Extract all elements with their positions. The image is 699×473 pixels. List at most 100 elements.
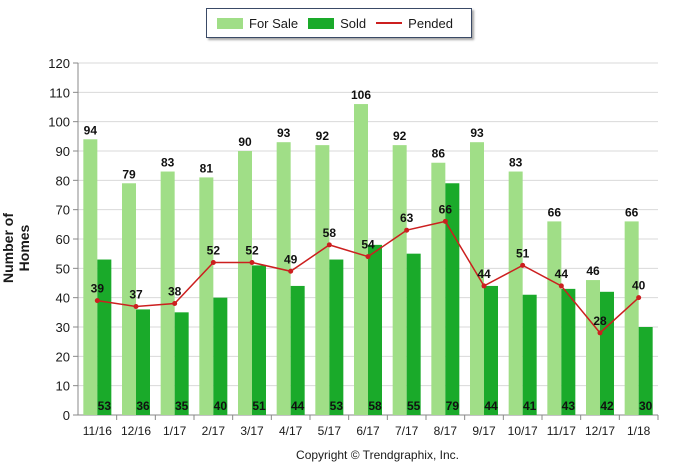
bar-for-sale <box>83 139 98 415</box>
y-tick-label: 50 <box>56 261 70 276</box>
sold-value-label: 51 <box>252 399 266 413</box>
for-sale-value-label: 66 <box>625 205 639 219</box>
legend-label-for-sale: For Sale <box>249 15 299 31</box>
for-sale-value-label: 46 <box>586 264 600 278</box>
pended-value-label: 54 <box>361 238 375 252</box>
pended-value-label: 63 <box>400 211 414 225</box>
sold-value-label: 35 <box>175 399 189 413</box>
sold-value-label: 58 <box>368 399 382 413</box>
legend-item-for-sale[interactable]: For Sale <box>217 16 298 31</box>
bar-for-sale <box>392 145 407 415</box>
x-tick-label: 9/17 <box>472 424 496 438</box>
y-tick-label: 80 <box>56 173 70 188</box>
x-tick-label: 1/17 <box>163 424 187 438</box>
data-labels: 94 53 79 36 83 35 81 40 90 51 93 44 92 53 106 58 92 55 86 7… <box>84 88 653 413</box>
for-sale-value-label: 83 <box>509 156 523 170</box>
sold-value-label: 79 <box>446 399 460 413</box>
pended-value-label: 37 <box>129 287 143 301</box>
for-sale-value-label: 86 <box>432 147 446 161</box>
for-sale-value-label: 93 <box>470 126 484 140</box>
for-sale-value-label: 92 <box>316 129 330 143</box>
y-tick-label: 90 <box>56 144 70 159</box>
pended-value-label: 39 <box>91 282 105 296</box>
pended-value-label: 44 <box>555 267 569 281</box>
x-tick-label: 5/17 <box>318 424 342 438</box>
pended-value-label: 51 <box>516 246 530 260</box>
x-tick-label: 7/17 <box>395 424 419 438</box>
bar-sold <box>329 259 344 415</box>
y-tick-label: 0 <box>63 408 70 423</box>
x-tick-label: 1/18 <box>627 424 651 438</box>
legend-label-pended: Pended <box>408 15 453 31</box>
y-tick-label: 60 <box>56 232 70 247</box>
sold-value-label: 36 <box>136 399 150 413</box>
bar-sold <box>561 288 576 415</box>
for-sale-value-label: 81 <box>200 161 214 175</box>
pended-point <box>404 227 410 233</box>
bar-for-sale <box>354 104 368 416</box>
x-tick-label: 11/16 <box>83 424 112 438</box>
y-tick-label: 30 <box>56 320 70 335</box>
pended-point <box>442 218 448 224</box>
pended-point <box>133 303 139 309</box>
y-tick-label: 120 <box>48 56 70 71</box>
bar-sold <box>252 265 266 415</box>
pended-point <box>520 262 526 268</box>
bar-for-sale <box>586 280 600 415</box>
bar-sold <box>136 309 150 415</box>
pended-point <box>365 254 371 260</box>
bar-for-sale <box>238 151 252 415</box>
sold-value-label: 30 <box>639 399 653 413</box>
for-sale-value-label: 106 <box>351 88 371 102</box>
bar-for-sale <box>508 171 523 415</box>
pended-point <box>597 330 603 336</box>
bar-sold <box>368 244 382 415</box>
y-tick-label: 20 <box>56 349 70 364</box>
y-tick-label: 40 <box>56 291 70 306</box>
legend: For Sale Sold Pended <box>206 8 472 38</box>
sold-value-label: 44 <box>484 399 498 413</box>
bar-sold <box>600 291 614 415</box>
sold-value-label: 53 <box>330 399 344 413</box>
pended-value-label: 58 <box>323 226 337 240</box>
pended-point <box>210 259 216 265</box>
pended-value-label: 66 <box>439 202 453 216</box>
bars <box>83 104 653 416</box>
pended-point <box>94 298 100 304</box>
pended-value-label: 38 <box>168 285 182 299</box>
y-tick-label: 100 <box>48 115 70 130</box>
bar-for-sale <box>276 142 291 415</box>
copyright: Copyright © Trendgraphix, Inc. <box>296 448 459 462</box>
sold-swatch <box>308 17 335 29</box>
pended-value-label: 49 <box>284 252 298 266</box>
for-sale-value-label: 90 <box>238 135 252 149</box>
pended-point <box>288 268 294 274</box>
x-tick-label: 8/17 <box>434 424 458 438</box>
legend-item-pended[interactable]: Pended <box>376 16 453 31</box>
for-sale-swatch <box>217 17 243 29</box>
x-tick-label: 12/16 <box>121 424 151 438</box>
bar-for-sale <box>470 142 484 415</box>
x-tick-label: 6/17 <box>356 424 380 438</box>
bar-for-sale <box>431 162 446 415</box>
x-tick-label: 11/17 <box>547 424 576 438</box>
sold-value-label: 41 <box>523 399 537 413</box>
pended-point <box>326 242 332 248</box>
sold-value-label: 55 <box>407 399 421 413</box>
pended-value-label: 52 <box>207 243 221 257</box>
pended-value-label: 28 <box>593 314 607 328</box>
bar-for-sale <box>315 145 330 415</box>
bar-sold <box>174 312 189 415</box>
pended-point <box>481 283 487 289</box>
y-tick-label: 70 <box>56 203 70 218</box>
bar-sold <box>445 183 460 415</box>
pended-value-label: 44 <box>477 267 491 281</box>
legend-item-sold[interactable]: Sold <box>308 16 366 31</box>
for-sale-value-label: 92 <box>393 129 407 143</box>
bar-sold <box>638 327 653 415</box>
for-sale-value-label: 66 <box>548 205 562 219</box>
bar-sold <box>484 285 498 415</box>
x-tick-label: 2/17 <box>202 424 226 438</box>
sold-value-label: 42 <box>600 399 614 413</box>
